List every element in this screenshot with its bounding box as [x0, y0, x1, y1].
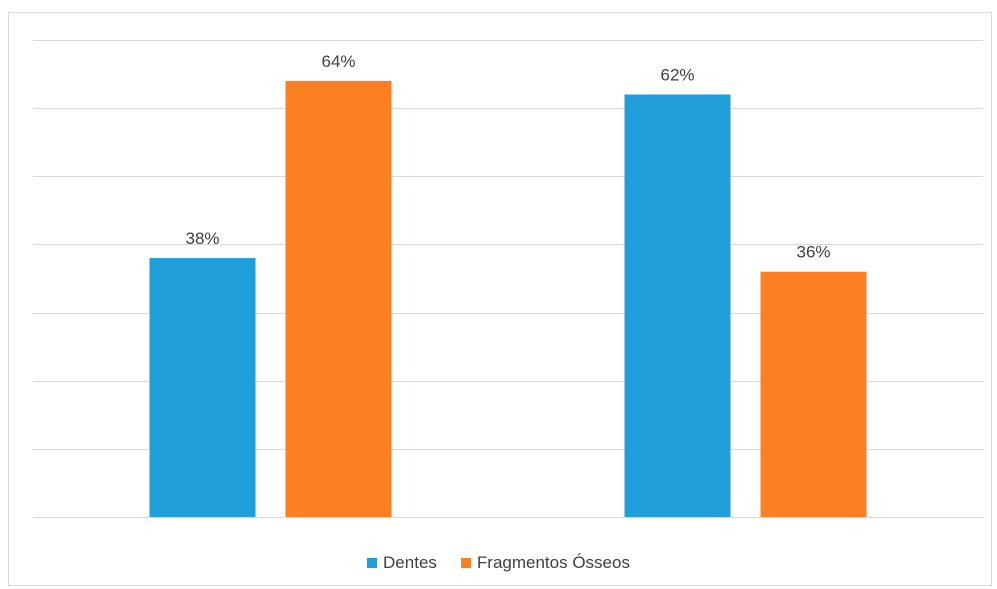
legend-swatch-fragmentos-osseos [460, 558, 471, 568]
legend-swatch-dentes [367, 558, 378, 568]
bar-series-2-cat-2 [760, 271, 867, 517]
data-label-series-2-cat-1: 64% [321, 52, 355, 71]
bar-series-2-cat-1 [285, 80, 392, 517]
bar-series-1-cat-1 [149, 258, 256, 517]
data-label-series-1-cat-2: 62% [660, 66, 694, 85]
legend-item-dentes: Dentes [367, 553, 437, 573]
legend-label-dentes: Dentes [383, 553, 437, 572]
legend-item-fragmentos-osseos: Fragmentos Ósseos [460, 553, 630, 573]
legend-label-fragmentos-osseos: Fragmentos Ósseos [476, 553, 630, 572]
legend: Dentes Fragmentos Ósseos [0, 553, 997, 573]
data-label-series-2-cat-2: 36% [796, 243, 830, 262]
data-label-series-1-cat-1: 38% [185, 229, 219, 248]
bars [149, 80, 867, 517]
data-labels: 38% 62% 64% 36% [185, 52, 830, 262]
bar-series-1-cat-2 [624, 94, 731, 517]
